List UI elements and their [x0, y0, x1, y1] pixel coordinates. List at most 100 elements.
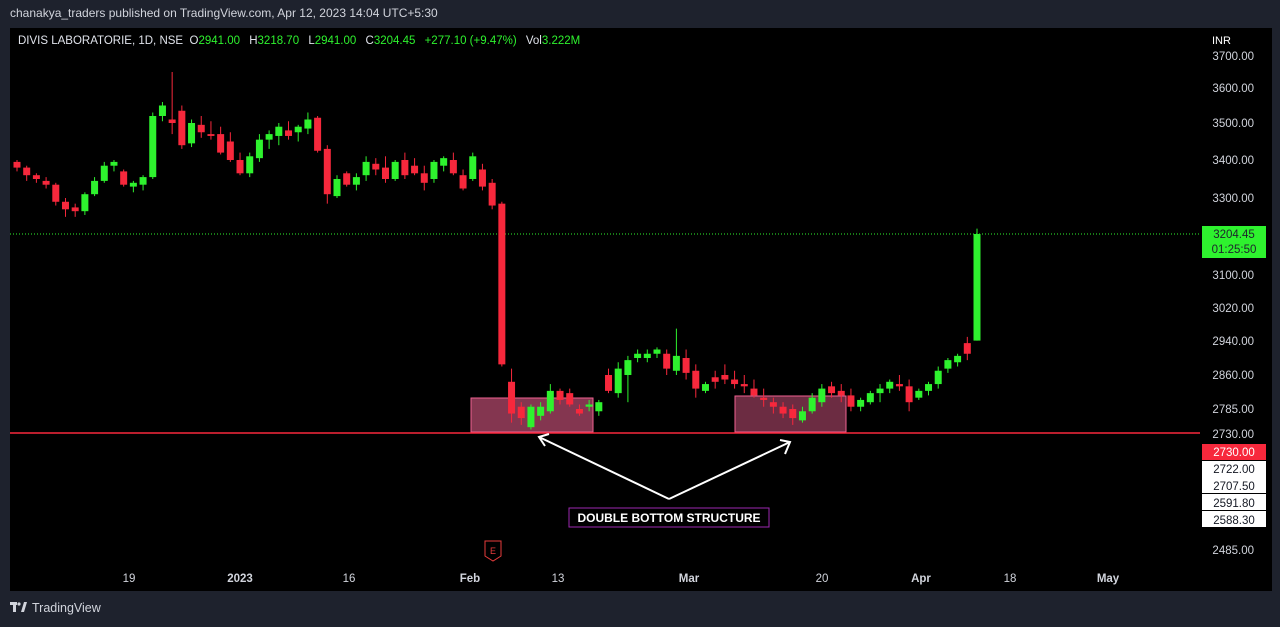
last-price-tag[interactable]: 3204.45 01:25:50 [1202, 226, 1266, 258]
candle-body[interactable] [769, 402, 777, 407]
candle-body[interactable] [255, 139, 263, 159]
candle-body[interactable] [672, 355, 680, 371]
y-axis[interactable]: 3700.00 3600.00 3500.00 3400.00 3300.00 … [1212, 51, 1254, 557]
candle-body[interactable] [750, 388, 758, 396]
candle-body[interactable] [469, 156, 477, 179]
tradingview-brand[interactable]: TradingView [10, 601, 101, 615]
candle-body[interactable] [158, 105, 166, 117]
candle-body[interactable] [61, 201, 69, 210]
candle-body[interactable] [449, 160, 457, 174]
candle-body[interactable] [100, 165, 108, 181]
candle-body[interactable] [91, 180, 99, 195]
candle-body[interactable] [779, 406, 787, 414]
candle-body[interactable] [595, 402, 603, 412]
candle-body[interactable] [226, 141, 234, 161]
candle-body[interactable] [643, 353, 651, 358]
candle-body[interactable] [895, 384, 903, 387]
candle-body[interactable] [498, 203, 506, 365]
candle-body[interactable] [828, 386, 836, 394]
candle-body[interactable] [605, 375, 613, 391]
candle-body[interactable] [905, 386, 913, 403]
candle-body[interactable] [217, 134, 225, 153]
candle-body[interactable] [954, 355, 962, 363]
candle-body[interactable] [52, 184, 60, 202]
candle-body[interactable] [168, 119, 176, 124]
candle-body[interactable] [624, 360, 632, 375]
candle-body[interactable] [731, 379, 739, 385]
candle-body[interactable] [149, 116, 157, 178]
candle-body[interactable] [401, 160, 409, 176]
candle-body[interactable] [411, 165, 419, 174]
annotation-box[interactable] [568, 507, 770, 528]
candle-body[interactable] [721, 375, 729, 380]
candle-body[interactable] [459, 175, 467, 189]
candle-body[interactable] [857, 399, 865, 407]
candle-body[interactable] [614, 368, 622, 394]
candle-body[interactable] [304, 119, 312, 129]
candle-body[interactable] [488, 182, 496, 206]
candle-body[interactable] [876, 388, 884, 394]
candle-body[interactable] [32, 175, 40, 179]
candle-body[interactable] [798, 411, 806, 421]
candle-body[interactable] [537, 406, 545, 416]
candle-body[interactable] [944, 360, 952, 369]
candle-body[interactable] [362, 161, 370, 176]
candle-body[interactable] [188, 123, 196, 144]
candle-body[interactable] [372, 163, 380, 170]
candle-body[interactable] [837, 390, 845, 396]
candle-body[interactable] [129, 182, 137, 187]
candle-body[interactable] [556, 390, 564, 400]
candle-body[interactable] [323, 148, 331, 195]
candle-body[interactable] [915, 390, 923, 398]
candle-body[interactable] [23, 167, 31, 176]
candle-body[interactable] [265, 134, 273, 140]
candle-body[interactable] [178, 110, 186, 146]
symbol-name[interactable]: DIVIS LABORATORIE, 1D, NSE [18, 35, 184, 47]
candle-body[interactable] [294, 126, 302, 133]
candle-body[interactable] [585, 404, 593, 407]
candle-body[interactable] [246, 156, 254, 174]
candle-body[interactable] [866, 393, 874, 403]
candle-body[interactable] [333, 179, 341, 197]
candle-body[interactable] [81, 194, 89, 212]
candle-body[interactable] [808, 397, 816, 412]
double-bottom-arrows[interactable] [537, 433, 792, 500]
symbol-legend[interactable]: DIVIS LABORATORIE, 1D, NSE O2941.00 H321… [18, 35, 586, 47]
candle-series[interactable] [13, 72, 981, 430]
candle-body[interactable] [701, 384, 709, 391]
candle-body[interactable] [139, 177, 147, 185]
candle-body[interactable] [508, 381, 516, 414]
earnings-event-marker[interactable]: E [484, 540, 502, 562]
candle-body[interactable] [711, 377, 719, 382]
candle-body[interactable] [352, 177, 360, 185]
candle-body[interactable] [478, 169, 486, 187]
candle-body[interactable] [760, 397, 768, 400]
x-axis[interactable]: 19 2023 16 Feb 13 Mar 20 Apr 18 May [123, 573, 1120, 585]
candle-body[interactable] [440, 158, 448, 166]
candle-body[interactable] [13, 161, 21, 168]
candle-body[interactable] [886, 381, 894, 389]
candle-body[interactable] [275, 126, 283, 136]
candle-body[interactable] [692, 370, 700, 389]
candle-body[interactable] [527, 406, 535, 428]
candle-body[interactable] [420, 173, 428, 183]
candle-body[interactable] [566, 393, 574, 405]
candle-body[interactable] [575, 409, 583, 414]
candle-body[interactable] [197, 124, 205, 133]
candle-body[interactable] [236, 160, 244, 174]
candle-body[interactable] [314, 117, 322, 151]
candle-body[interactable] [517, 406, 525, 419]
candle-body[interactable] [430, 161, 438, 179]
candle-body[interactable] [847, 395, 855, 407]
candle-body[interactable] [818, 388, 826, 403]
chart-frame[interactable] [10, 28, 1272, 591]
candle-body[interactable] [682, 358, 690, 373]
candle-body[interactable] [285, 130, 293, 136]
candle-body[interactable] [120, 171, 128, 185]
candle-body[interactable] [653, 349, 661, 354]
candle-body[interactable] [634, 353, 642, 358]
candle-body[interactable] [207, 134, 215, 136]
candle-body[interactable] [343, 173, 351, 185]
candle-body[interactable] [110, 161, 118, 166]
